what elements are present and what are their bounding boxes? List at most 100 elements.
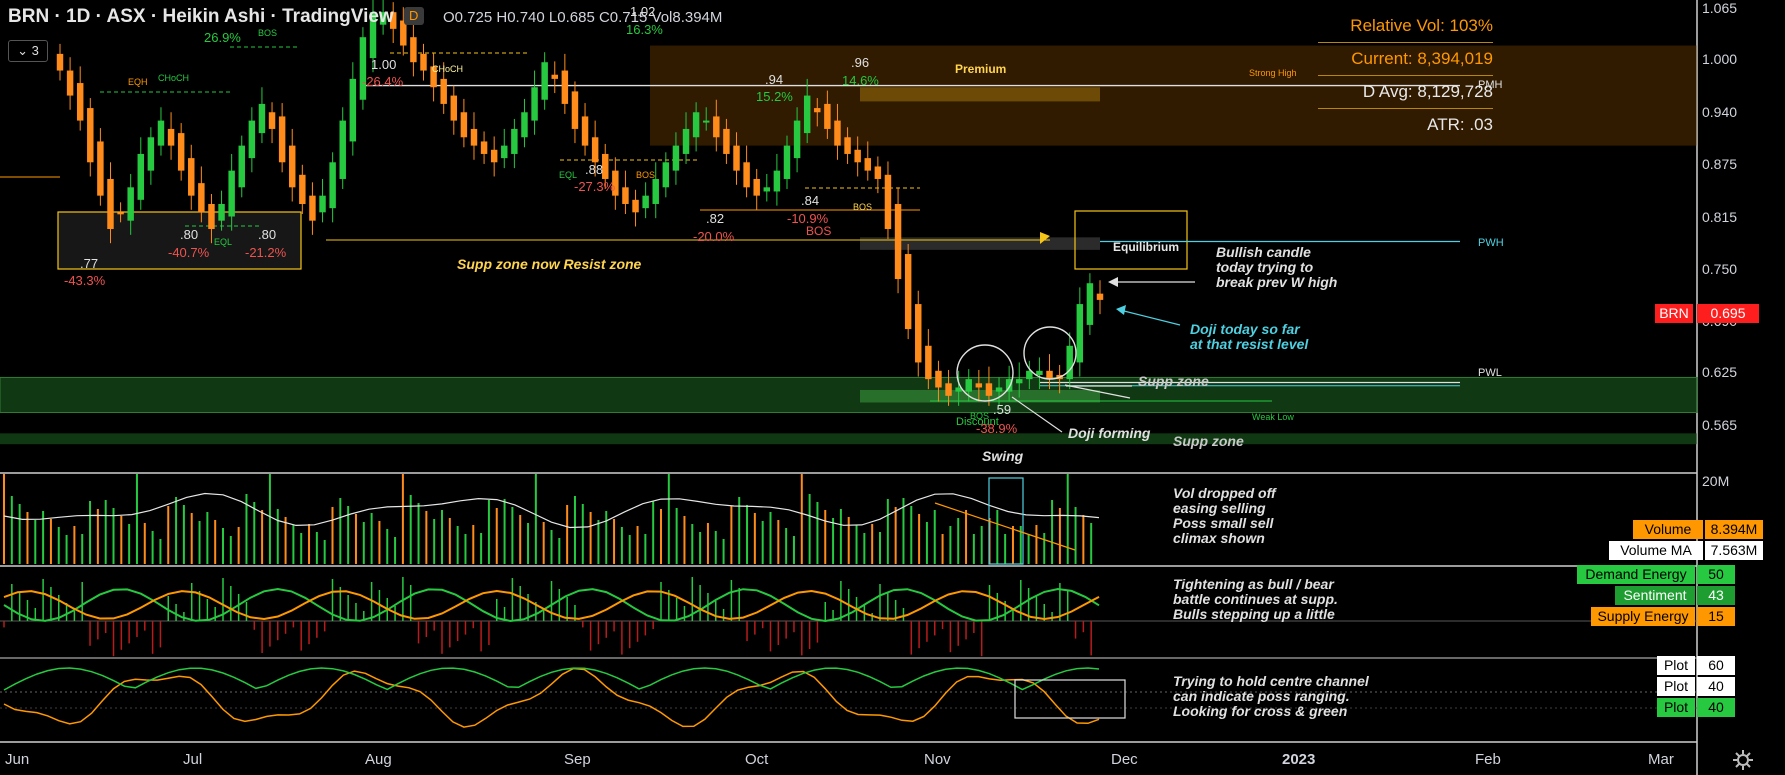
- candle-body: [238, 145, 245, 188]
- candle-body: [107, 178, 114, 230]
- candle-body: [783, 145, 791, 179]
- price-tick: 1.000: [1702, 51, 1738, 67]
- candle-body: [177, 133, 185, 171]
- swing-pct-label: -26.4%: [362, 74, 404, 89]
- sentiment-value: 43: [1697, 586, 1735, 605]
- candle-body: [329, 162, 336, 209]
- last-price-tag: 0.695: [1697, 304, 1759, 323]
- candle-body: [1046, 370, 1053, 380]
- candle-body: [218, 203, 225, 221]
- candle-body: [167, 128, 175, 146]
- settings-gear-icon[interactable]: [1731, 748, 1755, 772]
- candle-body: [1026, 370, 1033, 380]
- bos-label: BOS: [806, 224, 832, 238]
- choch-label: CHoCH: [158, 73, 190, 83]
- candle-body: [995, 387, 1003, 392]
- info-divider: [1318, 75, 1493, 76]
- ohlc-high: H0.740: [496, 9, 545, 26]
- supp-arrow-2: [1064, 384, 1131, 399]
- candle-body: [289, 145, 296, 188]
- volume-tag-label: Volume: [1633, 520, 1703, 539]
- bos-label: BOS: [258, 28, 278, 38]
- time-tick: Oct: [745, 751, 769, 768]
- candle-body: [117, 212, 124, 215]
- ohlc-open: O0.725: [442, 9, 493, 26]
- candle-body: [1086, 283, 1094, 325]
- candle-body: [904, 254, 912, 330]
- price-tick: 1.065: [1702, 0, 1738, 16]
- candle-body: [753, 178, 760, 196]
- swing-pct-label: -10.9%: [787, 211, 829, 226]
- sentiment-label: Sentiment: [1615, 586, 1695, 605]
- bos-label: BOS: [970, 411, 990, 421]
- swing-high-label: 1.00: [371, 57, 397, 72]
- volume-ma-tag-value: 7.563M: [1705, 541, 1763, 560]
- candle-body: [400, 20, 407, 46]
- atr-label: ATR: .03: [1427, 115, 1493, 134]
- candle-body: [278, 116, 286, 163]
- jun-support-box: [57, 211, 302, 270]
- demand-energy-value: 50: [1697, 565, 1735, 584]
- swing-low-label: .80: [180, 227, 199, 242]
- candle-body: [672, 145, 680, 171]
- supp-zone-note-2: Supp zone: [1173, 433, 1244, 449]
- candle-body: [602, 153, 609, 179]
- time-tick: Jun: [5, 751, 30, 768]
- candle-body: [440, 78, 447, 104]
- pmh-label: PMH: [1478, 79, 1503, 91]
- plot-signal-line: [3, 667, 1100, 691]
- candle-body: [157, 120, 165, 146]
- candle-body: [208, 203, 215, 230]
- candle-body: [894, 203, 902, 280]
- swing-pct-label: -27.3%: [574, 179, 616, 194]
- supply-energy-value: 15: [1697, 607, 1735, 626]
- eql-label: EQL: [559, 170, 578, 180]
- candle-body: [1005, 379, 1013, 392]
- candle-body: [460, 112, 468, 138]
- volume-ma-tag-label: Volume MA: [1609, 541, 1703, 560]
- candle-body: [188, 158, 195, 196]
- doji-today-note: Doji today so far at that resist level: [1190, 321, 1309, 352]
- candle-body: [1036, 370, 1043, 375]
- candle-body: [450, 95, 458, 121]
- interval-badge[interactable]: D: [403, 7, 424, 25]
- candle-body: [763, 187, 771, 192]
- price-tick: 0.815: [1702, 209, 1738, 225]
- davg-label: D Avg: 8,129,728: [1362, 82, 1493, 101]
- collapse-indicators-button[interactable]: ⌄ 3: [8, 40, 48, 62]
- symbol-title[interactable]: BRN · 1D · ASX · Heikin Ashi · TradingVi…: [8, 6, 394, 27]
- candle-body: [632, 199, 639, 213]
- ohlc-close: C0.715: [598, 9, 648, 26]
- candle-body: [97, 141, 104, 196]
- plot-tag-value: 60: [1697, 656, 1735, 675]
- candle-body: [531, 87, 538, 121]
- pwh-label: PWH: [1478, 237, 1504, 249]
- doji-circle: [956, 344, 1014, 402]
- doji-circle: [1023, 326, 1077, 380]
- price-tick: 0.940: [1702, 104, 1738, 120]
- candle-body: [521, 112, 528, 138]
- candle-body: [561, 70, 569, 104]
- swing-note: Swing: [982, 448, 1024, 464]
- candle-body: [268, 112, 276, 129]
- candle-body: [56, 53, 64, 71]
- bos-label: BOS: [853, 202, 873, 212]
- doji-arrow: [1119, 309, 1181, 326]
- candle-body: [420, 53, 427, 71]
- time-tick: Mar: [1648, 751, 1674, 768]
- ohlc-volume: Vol8.394M: [651, 9, 723, 26]
- candle-body: [854, 149, 861, 163]
- candle-body: [339, 120, 346, 179]
- ohlc-low: L0.685: [548, 9, 595, 26]
- supp-zone-lower: [0, 433, 1697, 445]
- candle-body: [985, 383, 993, 396]
- candle-body: [359, 37, 367, 100]
- time-tick: Jul: [183, 751, 203, 768]
- candle-body: [793, 120, 801, 159]
- eql-label: EQL: [214, 237, 233, 247]
- volume-tag-value: 8.394M: [1705, 520, 1763, 539]
- indicator-count: 3: [31, 43, 39, 58]
- swing-pct-label: 16.3%: [626, 22, 663, 37]
- plot-tag-value: 40: [1697, 677, 1735, 696]
